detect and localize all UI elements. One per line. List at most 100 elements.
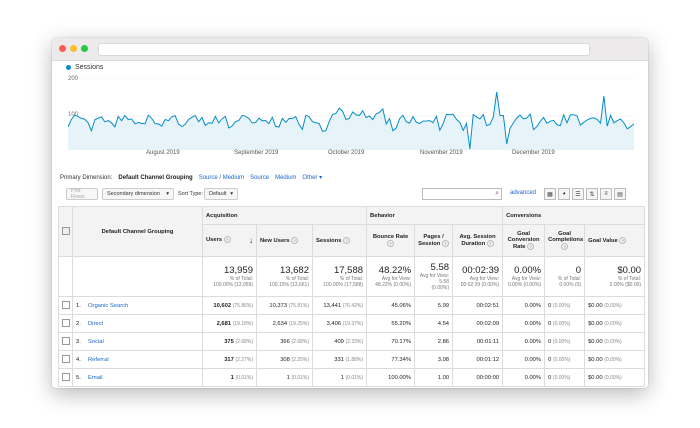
address-bar[interactable] <box>98 43 590 56</box>
select-all-cell <box>58 206 73 257</box>
row-checkbox[interactable] <box>62 318 70 327</box>
row-channel-link[interactable]: Referral <box>88 356 109 363</box>
y-tick-200: 200 <box>68 76 79 82</box>
sessions-line-chart[interactable] <box>68 78 634 150</box>
col-bounce-rate[interactable]: Bounce Rate? <box>366 224 416 257</box>
total-cell: $0.00% of Total: 0.00% ($0.00) <box>584 256 646 297</box>
row-new-users: 10,373 <box>269 302 288 309</box>
chart-legend[interactable]: Sessions <box>66 64 103 71</box>
row-users-pct: (0.01%) <box>235 374 253 381</box>
row-checkbox[interactable] <box>62 336 70 345</box>
help-icon[interactable]: ? <box>441 239 449 247</box>
row-pages-session: 3.08 <box>414 350 454 369</box>
sort-type-dropdown[interactable]: Default ▾ <box>204 188 238 200</box>
row-users-pct: (75.86%) <box>232 302 253 309</box>
help-icon[interactable]: ? <box>387 239 395 247</box>
row-bounce-rate: 45.06% <box>366 296 416 315</box>
total-cell: 00:02:39 Avg for View: 00:02:39 (0.00%) <box>452 256 504 297</box>
help-icon[interactable]: ? <box>223 236 231 243</box>
row-goal-value-pct: (0.00%) <box>604 320 622 327</box>
row-goal-conversion-rate: 0.00% <box>502 350 546 369</box>
row-users-pct: (2.68%) <box>235 338 253 345</box>
x-label-dec: December 2019 <box>512 150 555 156</box>
row-channel-link[interactable]: Email <box>88 374 103 381</box>
row-select-cell <box>58 350 73 369</box>
group-conversions: Conversions <box>502 206 646 225</box>
help-icon[interactable]: ? <box>527 242 535 250</box>
dimension-medium[interactable]: Medium <box>275 174 297 181</box>
total-sub: 100.15% (13,661) <box>269 282 309 288</box>
row-channel-link[interactable]: Social <box>88 338 104 345</box>
row-sessions: 3,406 <box>326 320 342 327</box>
dimension-source[interactable]: Source <box>250 174 270 181</box>
help-icon[interactable]: ? <box>343 236 351 244</box>
close-window-button[interactable] <box>59 45 66 52</box>
row-pages-session: 5.99 <box>414 296 454 315</box>
totals-empty-cell <box>72 256 203 297</box>
row-goal-value: $0.00 <box>588 302 603 309</box>
performance-view-icon[interactable]: ☰ <box>572 188 584 200</box>
total-value: $0.00 <box>617 265 642 276</box>
col-avg-duration[interactable]: Avg. Session Duration ? <box>452 224 504 257</box>
search-icon[interactable]: ⌕ <box>495 190 499 197</box>
help-icon[interactable]: ? <box>486 239 494 247</box>
x-label-sep: September 2019 <box>234 150 279 156</box>
row-new-users: 2,634 <box>272 320 288 327</box>
help-icon[interactable]: ? <box>619 236 627 244</box>
col-goal-completions[interactable]: Goal Completions ? <box>544 224 586 257</box>
row-goal-completions-cell: 0 (0.00%) <box>544 296 586 315</box>
sort-type-label: Sort Type: <box>178 191 203 197</box>
dimension-default-channel-grouping[interactable]: Default Channel Grouping <box>118 174 193 181</box>
help-icon[interactable]: ? <box>291 236 299 244</box>
row-sessions-pct: (1.88%) <box>345 356 364 363</box>
row-index: 4. <box>76 356 81 363</box>
dimension-other[interactable]: Other ▾ <box>302 174 322 181</box>
row-checkbox[interactable] <box>62 372 70 381</box>
row-users: 317 <box>224 356 234 363</box>
advanced-filter-link[interactable]: advanced <box>510 190 537 196</box>
row-checkbox[interactable] <box>62 354 70 363</box>
secondary-dimension-dropdown[interactable]: Secondary dimension ▾ <box>102 188 174 200</box>
row-new-users-cell: 308 (2.25%) <box>256 350 313 369</box>
totals-empty-cell <box>58 256 73 297</box>
x-label-nov: November 2019 <box>420 150 463 156</box>
row-sessions-pct: (76.42%) <box>342 302 364 309</box>
dimension-source-medium[interactable]: Source / Medium <box>198 174 245 181</box>
col-users[interactable]: Users ? ↓ <box>202 224 257 257</box>
table-toolbar: Plot Rows Secondary dimension ▾ Sort Typ… <box>66 188 632 202</box>
term-cloud-view-icon[interactable]: ≡ <box>600 188 612 200</box>
col-sessions[interactable]: Sessions ? <box>311 224 368 257</box>
row-select-cell <box>58 332 73 351</box>
col-pages-session[interactable]: Pages / Session ? <box>414 224 454 257</box>
dimension-header[interactable]: Default Channel Grouping <box>72 206 203 257</box>
select-all-checkbox[interactable] <box>62 226 70 235</box>
col-sessions-label: Sessions <box>316 238 342 245</box>
row-channel-link[interactable]: Organic Search <box>88 302 129 309</box>
row-goal-completions: 0 <box>548 338 552 345</box>
pivot-view-icon[interactable]: ▤ <box>614 188 626 200</box>
row-checkbox[interactable] <box>62 300 70 309</box>
col-new-users[interactable]: New Users ? <box>256 224 313 257</box>
help-icon[interactable]: ? <box>561 242 569 250</box>
sort-desc-icon[interactable]: ↓ <box>249 236 253 245</box>
minimize-window-button[interactable] <box>70 45 77 52</box>
row-users: 2,681 <box>216 320 232 327</box>
chevron-down-icon: ▾ <box>166 191 169 197</box>
plot-rows-button[interactable]: Plot Rows <box>66 188 98 200</box>
col-goal-conversion-rate[interactable]: Goal Conversion Rate ? <box>502 224 546 257</box>
x-label-aug: August 2019 <box>146 150 180 156</box>
pie-view-icon[interactable]: ◕ <box>558 188 570 200</box>
comparison-view-icon[interactable]: ⇅ <box>586 188 598 200</box>
row-channel-link[interactable]: Direct <box>88 320 104 327</box>
table-view-icon[interactable]: ▦ <box>544 188 556 200</box>
row-avg-duration: 00:01:12 <box>452 350 504 369</box>
total-value: 5.58 <box>430 262 450 273</box>
row-sessions-pct: (19.37%) <box>342 320 364 327</box>
maximize-window-button[interactable] <box>81 45 88 52</box>
row-users-cell: 317 (2.27%) <box>202 350 257 369</box>
col-goal-value[interactable]: Goal Value ? <box>584 224 646 257</box>
table-row: 5. Email 1 (0.01%) 1 (0.01%) 1 (0.01%) 10… <box>58 368 646 387</box>
row-sessions: 409 <box>334 338 344 345</box>
table-search-input[interactable]: ⌕ <box>422 188 502 200</box>
row-index: 2. <box>76 320 81 327</box>
